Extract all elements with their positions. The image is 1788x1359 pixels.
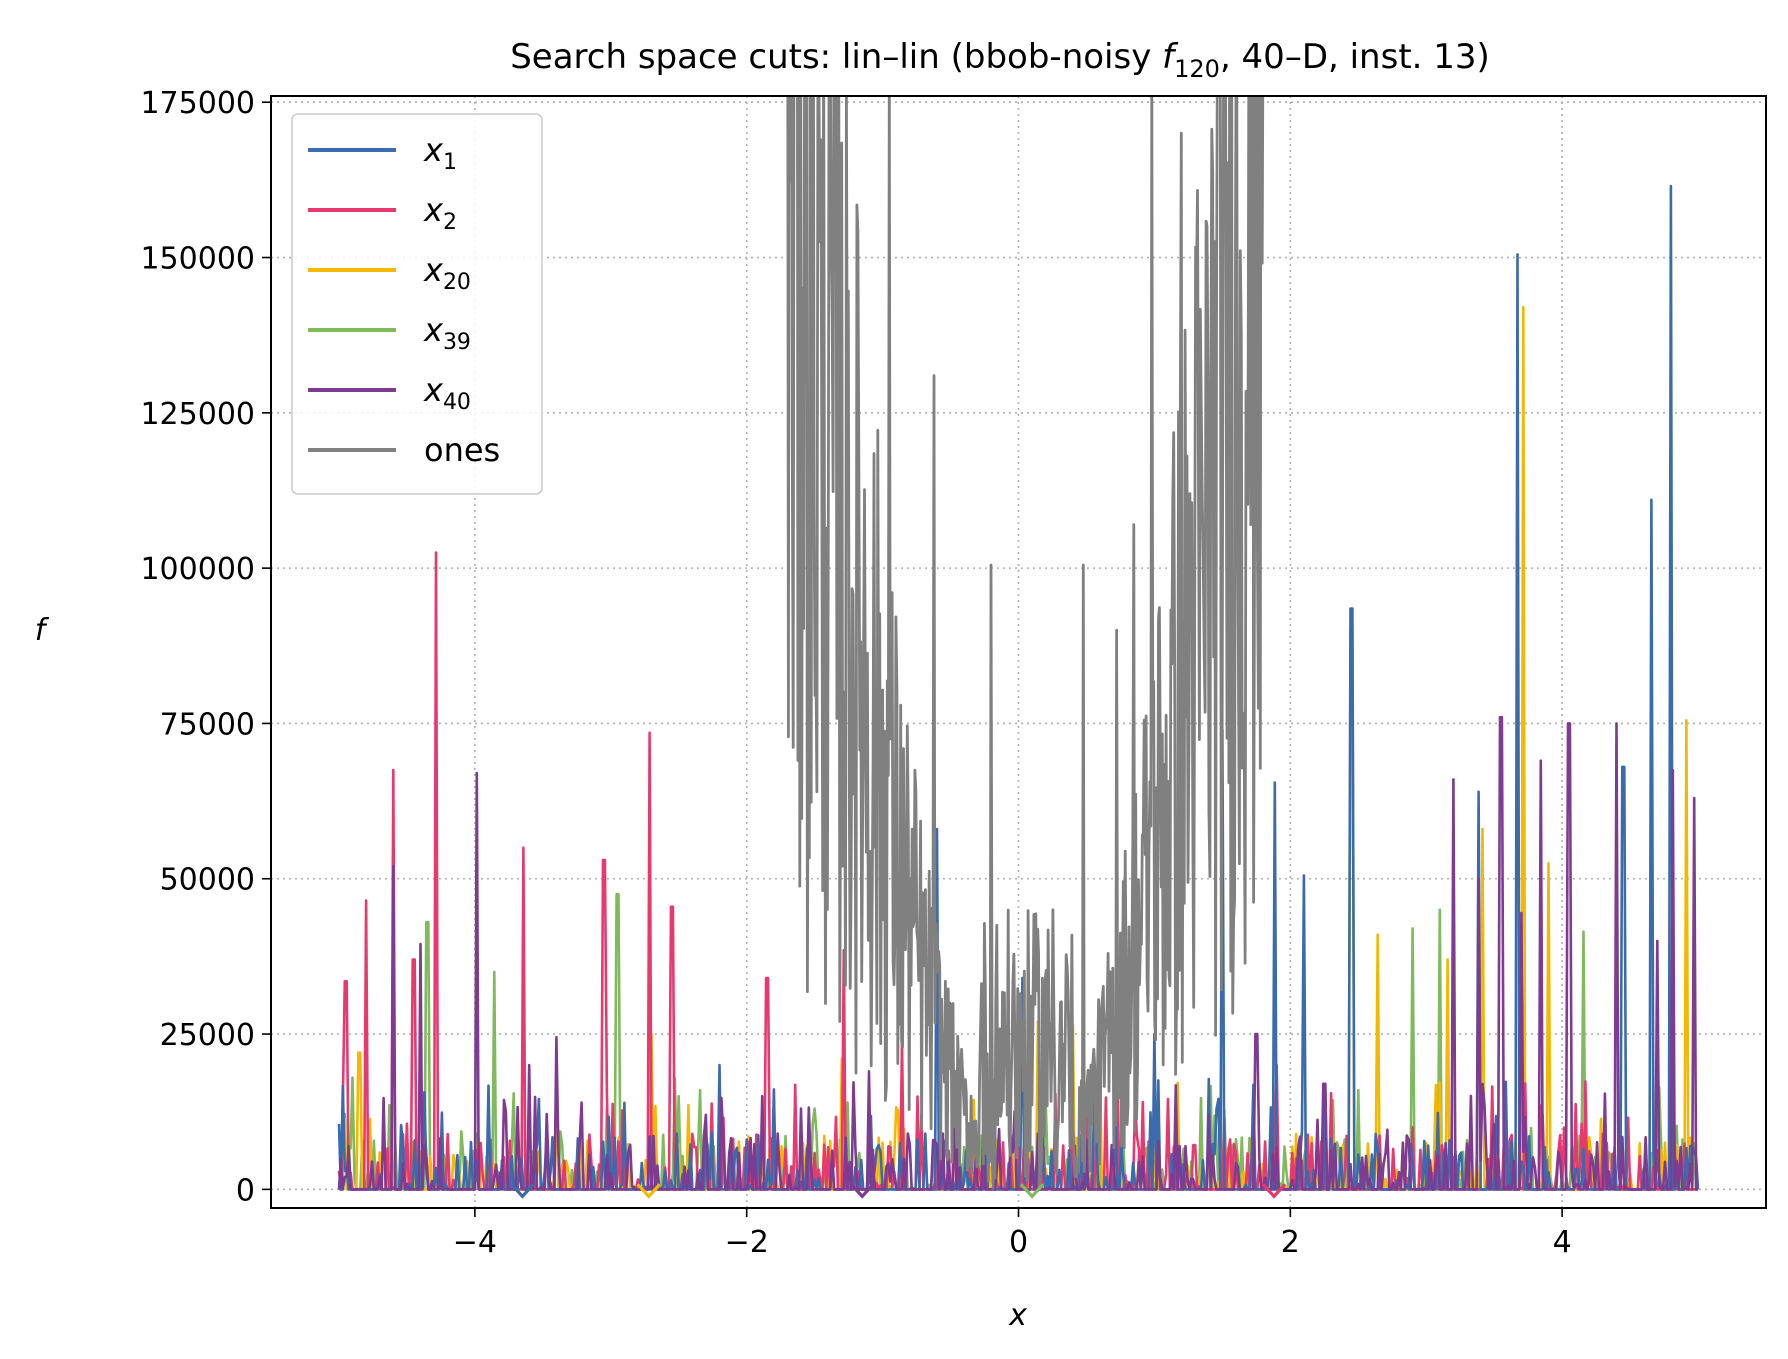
y-tick-label: 125000 — [140, 397, 255, 432]
optimum-marker-x2 — [1261, 1183, 1287, 1199]
y-tick-label: 175000 — [140, 86, 255, 121]
legend: x1 x2 x20 x39 x40 ones — [291, 113, 543, 495]
x-tick-label: 2 — [1281, 1225, 1300, 1260]
series-line-ones — [786, 96, 1265, 1190]
series-layer — [337, 96, 1700, 1191]
chart-title: Search space cuts: lin–lin (bbob-noisy f… — [510, 37, 1490, 83]
y-tick-label: 75000 — [160, 707, 255, 742]
y-tick-label: 100000 — [140, 552, 255, 587]
x-tick-label: −4 — [453, 1225, 497, 1260]
y-tick-label: 150000 — [140, 242, 255, 277]
chart-title-prefix: Search space cuts: lin–lin (bbob-noisy — [510, 37, 1162, 77]
series-line-x40 — [337, 715, 1698, 1191]
chart-title-suffix: , 40–D, inst. 13) — [1220, 37, 1490, 77]
y-tick-label: 50000 — [160, 863, 255, 898]
x-tick-label: −2 — [725, 1225, 769, 1260]
chart-title-sub: 120 — [1174, 55, 1220, 83]
x-axis: −4 −2 0 2 4 — [453, 1208, 1572, 1260]
legend-label-x2: x2 — [423, 191, 457, 235]
legend-label-ones: ones — [424, 431, 500, 469]
optimum-marker-x1 — [510, 1183, 535, 1199]
x-axis-label: x — [1008, 1298, 1027, 1333]
optimum-marker-x40 — [850, 1183, 875, 1199]
legend-label-x20: x20 — [423, 251, 471, 295]
legend-label-x1: x1 — [423, 131, 457, 175]
optimum-marker-x20 — [636, 1183, 662, 1199]
legend-label-x40: x40 — [423, 371, 471, 415]
y-tick-label: 25000 — [160, 1018, 255, 1053]
x-tick-label: 0 — [1009, 1225, 1028, 1260]
legend-label-x39: x39 — [423, 311, 471, 355]
optimum-marker-x39 — [1019, 1183, 1045, 1199]
legend-box — [291, 113, 543, 495]
optimum-markers — [510, 1183, 1287, 1199]
x-tick-label: 4 — [1553, 1225, 1572, 1260]
y-tick-label: 0 — [236, 1173, 255, 1208]
y-axis: 0 25000 50000 75000 100000 125000 150000 175000 — [140, 86, 271, 1208]
